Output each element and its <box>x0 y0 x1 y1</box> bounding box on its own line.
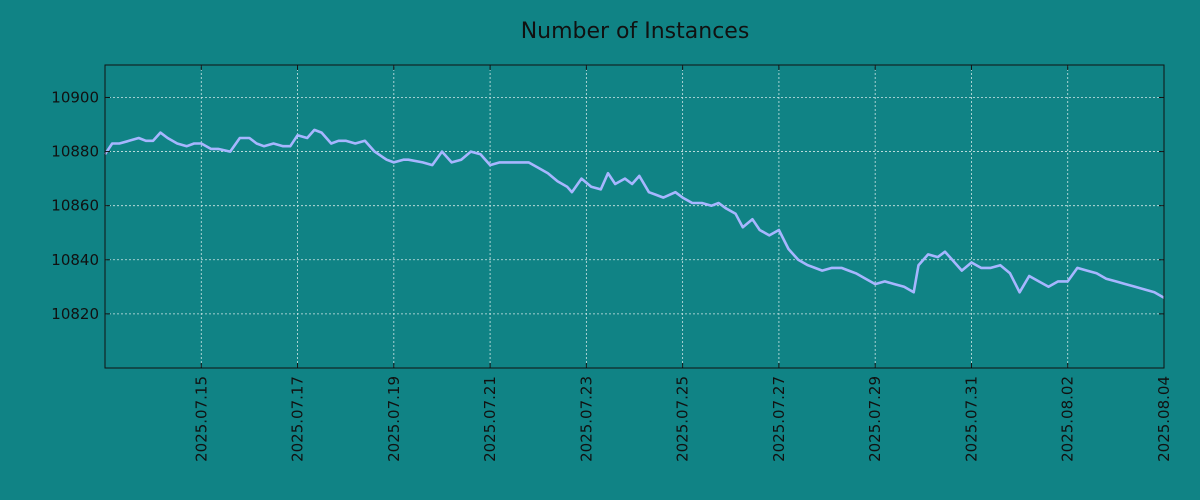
x-tick-label: 2025.07.19 <box>385 376 403 462</box>
x-tick-label: 2025.07.25 <box>674 376 692 462</box>
chart-title: Number of Instances <box>521 19 750 44</box>
x-tick-label: 2025.08.04 <box>1155 376 1173 462</box>
y-tick-label: 10860 <box>51 197 99 215</box>
y-tick-label: 10820 <box>51 305 99 323</box>
x-tick-label: 2025.07.27 <box>770 376 788 462</box>
series-layer <box>103 128 1165 299</box>
grid-lines <box>105 65 1165 368</box>
y-tick-label: 10880 <box>51 143 99 161</box>
x-tick-label: 2025.07.23 <box>577 376 595 462</box>
x-tick-label: 2025.07.17 <box>289 376 307 462</box>
y-tick-label: 10900 <box>51 88 99 106</box>
x-axis: 2025.07.15 2025.07.17 2025.07.19 2025.07.21… <box>192 65 1173 462</box>
x-tick-label: 2025.07.21 <box>481 376 499 462</box>
y-tick-label: 10840 <box>51 251 99 269</box>
series-line <box>103 128 1165 299</box>
x-tick-label: 2025.08.02 <box>1059 376 1077 462</box>
x-tick-label: 2025.07.31 <box>962 376 980 462</box>
x-tick-label: 2025.07.15 <box>192 376 210 462</box>
plot-area-frame <box>104 64 1165 369</box>
x-tick-label: 2025.07.29 <box>866 376 884 462</box>
y-axis: 10820 10840 10860 10880 10900 <box>51 88 1164 323</box>
